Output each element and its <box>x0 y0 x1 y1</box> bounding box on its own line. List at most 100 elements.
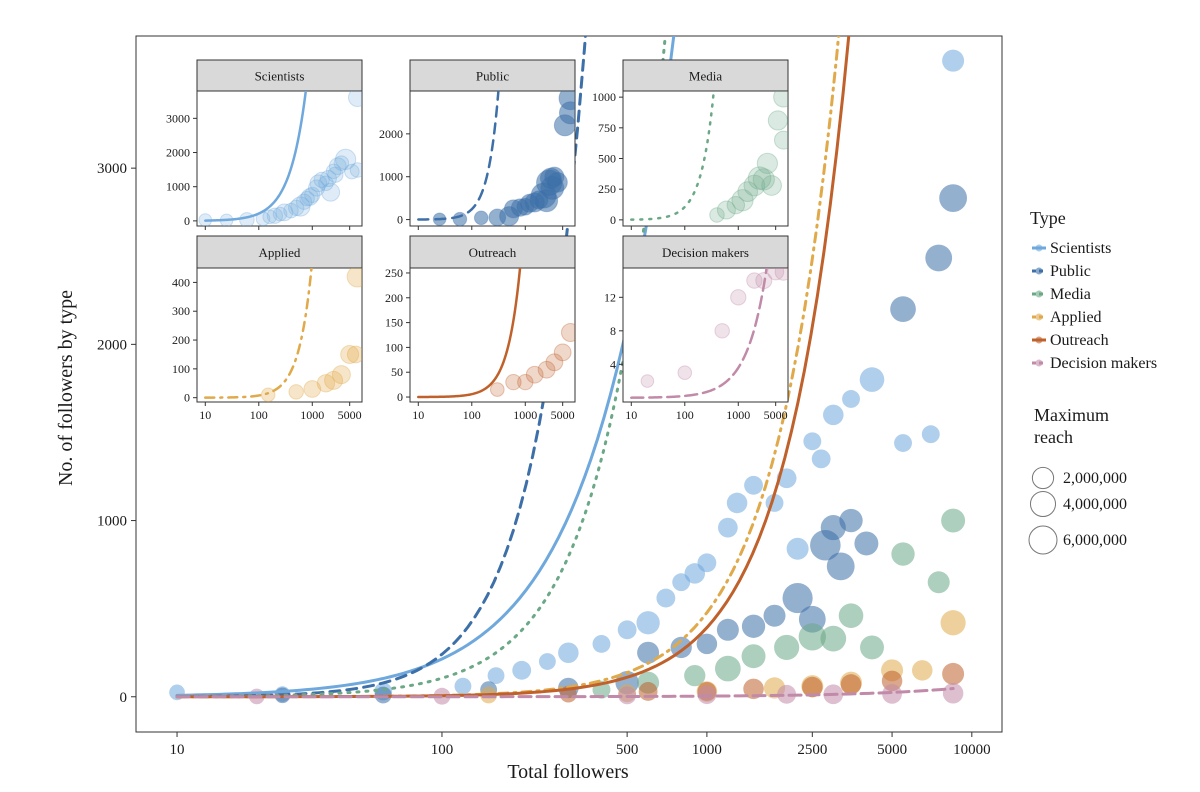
inset-fit-line-media <box>630 91 716 221</box>
inset-point-applied-3 <box>316 374 336 393</box>
point-media-5 <box>774 634 800 660</box>
inset-point-decision-makers-7 <box>774 268 788 281</box>
point-public-8 <box>716 618 739 641</box>
inset-y-tick-label-media-1: 250 <box>598 182 616 196</box>
inset-title-public: Public <box>476 69 509 84</box>
inset-plot-area-public <box>417 91 575 226</box>
legend-label-outreach: Outreach <box>1050 332 1109 349</box>
point-public-7 <box>696 633 718 655</box>
point-media-7 <box>820 625 847 652</box>
point-scientists-11 <box>656 588 676 608</box>
inset-media: Media101001000500002505007501000 <box>592 59 789 246</box>
inset-x-tick-label-outreach-2: 1000 <box>513 408 537 422</box>
inset-y-tick-label-scientists-2: 2000 <box>166 146 190 160</box>
legend-size-label-2: 6,000,000 <box>1063 532 1127 549</box>
inset-point-media-2 <box>726 195 746 215</box>
inset-point-media-11 <box>773 130 788 150</box>
point-scientists-7 <box>558 642 579 663</box>
inset-point-media-12 <box>773 91 788 108</box>
inset-y-tick-label-applied-4: 400 <box>172 275 190 289</box>
fit-line-scientists <box>175 36 676 697</box>
inset-y-tick-label-media-4: 1000 <box>592 90 616 104</box>
inset-y-tick-label-public-1: 1000 <box>379 170 403 184</box>
inset-point-applied-1 <box>288 384 304 400</box>
point-media-3 <box>715 655 741 682</box>
inset-title-applied: Applied <box>259 245 301 260</box>
legend-label-public: Public <box>1050 263 1091 280</box>
point-scientists-26 <box>894 434 912 452</box>
inset-point-public-17 <box>547 171 568 193</box>
legend-size-key-1 <box>1029 490 1057 518</box>
point-public-16 <box>839 508 863 533</box>
inset-point-decision-makers-0 <box>640 374 655 388</box>
point-scientists-6 <box>538 653 556 670</box>
inset-strip-media <box>622 59 789 92</box>
legend-label-applied: Applied <box>1050 309 1102 326</box>
inset-point-outreach-7 <box>560 323 575 343</box>
inset-fit-line-applied <box>204 268 313 399</box>
inset-fit-line-outreach <box>417 268 522 399</box>
inset-point-applied-0 <box>260 387 276 402</box>
point-public-15 <box>826 552 855 581</box>
point-public-17 <box>854 531 879 556</box>
inset-y-tick-label-outreach-5: 250 <box>385 266 403 280</box>
inset-plot-area-media <box>630 91 788 223</box>
legend-key-dot-outreach <box>1035 336 1043 344</box>
inset-x-tick-label-applied-0: 10 <box>199 408 211 422</box>
inset-frame-decision-makers <box>622 267 789 403</box>
inset-title-outreach: Outreach <box>469 245 517 260</box>
point-media-10 <box>891 542 915 566</box>
point-scientists-14 <box>697 553 717 573</box>
point-scientists-5 <box>512 660 532 680</box>
inset-point-applied-8 <box>346 268 362 288</box>
point-scientists-25 <box>859 367 885 392</box>
inset-x-tick-label-applied-3: 5000 <box>338 408 362 422</box>
inset-y-tick-label-scientists-3: 3000 <box>166 111 190 125</box>
x-tick-label-1000: 1000 <box>692 742 722 758</box>
inset-point-scientists-9 <box>288 199 305 217</box>
inset-y-tick-label-public-2: 2000 <box>379 127 403 141</box>
inset-y-tick-label-outreach-1: 50 <box>391 365 403 379</box>
inset-x-tick-label-outreach-0: 10 <box>412 408 424 422</box>
inset-point-scientists-13 <box>300 188 319 206</box>
legend-size-key-2 <box>1028 525 1058 555</box>
inset-x-tick-label-decision-makers-2: 1000 <box>726 408 750 422</box>
point-scientists-9 <box>617 620 637 640</box>
inset-point-public-20 <box>558 91 575 111</box>
legend-size-title-line1: Maximum <box>1034 405 1109 425</box>
legend: Type Scientists Public Media Applied Outreach… <box>1028 208 1157 555</box>
inset-point-applied-7 <box>346 345 362 364</box>
inset-point-scientists-14 <box>304 186 321 204</box>
point-media-8 <box>838 603 864 628</box>
point-scientists-24 <box>842 390 860 408</box>
point-scientists-20 <box>786 537 809 560</box>
inset-point-applied-2 <box>303 380 322 398</box>
inset-y-tick-label-scientists-1: 1000 <box>166 180 190 194</box>
inset-point-decision-makers-3 <box>730 289 747 306</box>
legend-type-title: Type <box>1030 208 1066 228</box>
inset-point-public-2 <box>473 210 489 226</box>
legend-size-label-0: 2,000,000 <box>1063 470 1127 487</box>
inset-point-media-3 <box>731 189 754 212</box>
inset-point-decision-makers-2 <box>714 323 730 339</box>
inset-outreach: Outreach 10 100 1000 5000 0 50 100 150 200 250 <box>385 235 576 422</box>
inset-fit-line-decision-makers <box>630 268 768 399</box>
inset-point-scientists-23 <box>328 157 347 176</box>
point-media-2 <box>684 664 706 687</box>
fit-line-media <box>175 36 667 698</box>
point-outreach-3 <box>743 678 764 700</box>
inset-y-tick-label-applied-3: 300 <box>172 304 190 318</box>
x-tick-label-2500: 2500 <box>797 742 827 758</box>
point-public-9 <box>741 614 766 638</box>
point-public-5 <box>637 641 660 664</box>
inset-point-scientists-28 <box>347 91 362 107</box>
inset-point-scientists-4 <box>262 209 277 225</box>
point-media-9 <box>860 635 884 660</box>
point-scientists-17 <box>744 475 763 495</box>
legend-label-decision-makers: Decision makers <box>1050 355 1157 372</box>
inset-title-decision-makers: Decision makers <box>662 245 749 260</box>
point-scientists-23 <box>823 404 844 426</box>
point-decision-makers-4 <box>777 684 797 704</box>
inset-point-scientists-12 <box>299 190 315 207</box>
point-public-18 <box>890 296 916 322</box>
